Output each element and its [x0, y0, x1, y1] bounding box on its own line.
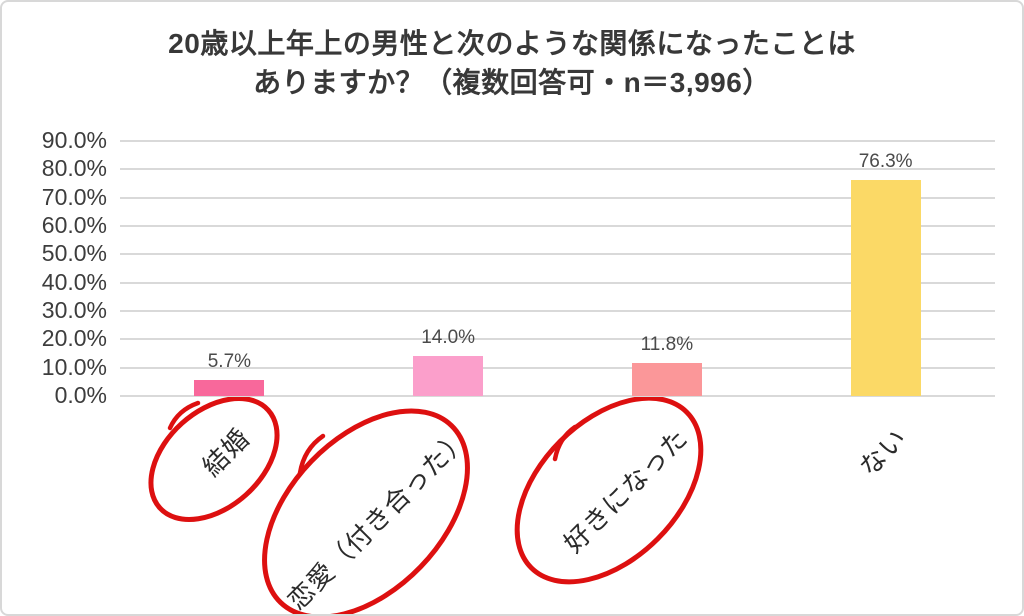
y-axis-tick-label: 60.0% [41, 212, 107, 238]
gridline [120, 140, 995, 142]
gridline [120, 338, 995, 341]
bar [631, 362, 702, 396]
chart-title-line1: 20歳以上年上の男性と次のような関係になったことは [168, 28, 856, 59]
bar [850, 179, 921, 396]
category-label: 結婚 [196, 422, 257, 482]
bar-value-label: 76.3% [858, 150, 913, 172]
category-label: 恋愛（付き合った） [281, 422, 475, 616]
bar [413, 356, 484, 396]
gridline [120, 310, 995, 312]
bar-value-label: 5.7% [207, 350, 252, 372]
y-axis-tick-label: 10.0% [41, 353, 107, 380]
y-axis-tick-label: 40.0% [41, 268, 107, 295]
bar [194, 379, 265, 396]
gridline [120, 196, 995, 199]
category-label: 好きになった [557, 422, 694, 559]
gridline [120, 253, 995, 256]
circle-flourish [552, 424, 578, 462]
y-axis-tick-label: 80.0% [41, 155, 107, 182]
gridline [120, 225, 995, 227]
y-axis-tick-label: 90.0% [41, 127, 107, 153]
bar-value-label: 11.8% [640, 333, 694, 355]
gridline [120, 281, 995, 284]
gridline [120, 366, 995, 369]
circle-flourish [297, 433, 326, 476]
circle-flourish [167, 400, 201, 431]
y-axis-tick-label: 0.0% [54, 382, 107, 408]
bar-value-label: 14.0% [421, 327, 476, 349]
y-axis-tick-label: 50.0% [41, 240, 107, 267]
y-axis-tick-label: 70.0% [41, 183, 107, 210]
category-label: ない [852, 422, 913, 482]
y-axis-tick-label: 30.0% [41, 297, 107, 323]
y-axis-tick-label: 20.0% [41, 325, 107, 352]
chart-title: 20歳以上年上の男性と次のような関係になったことは ありますか？（複数回答可・n… [2, 24, 1022, 102]
chart-title-line2: ありますか？（複数回答可・n＝3,996） [253, 67, 771, 98]
gridline [120, 168, 995, 171]
gridline [120, 395, 995, 397]
circle-annotation [262, 408, 470, 614]
